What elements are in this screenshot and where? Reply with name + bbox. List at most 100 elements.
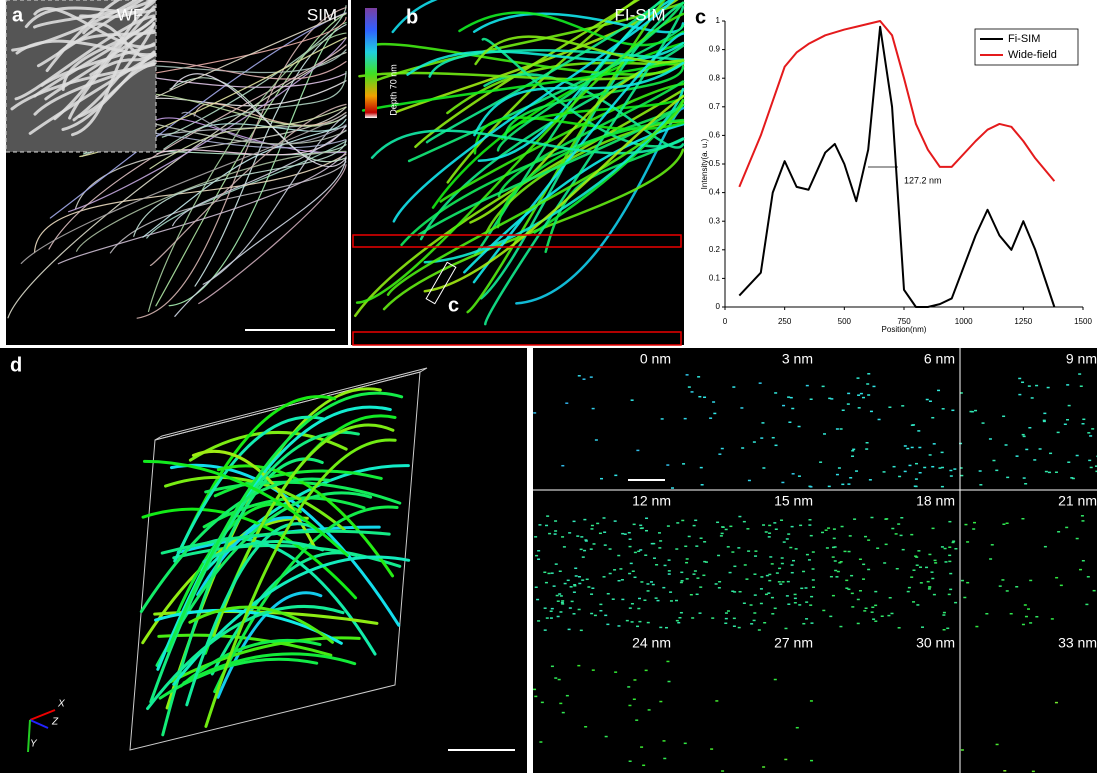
speckle [739,591,742,593]
speckle [729,572,732,574]
speckle [786,538,789,540]
speckle [1045,471,1048,473]
speckle [592,408,595,410]
speckle [733,618,736,620]
speckle [732,386,735,388]
speckle [845,580,848,582]
speckle [867,539,870,541]
speckle [653,557,656,559]
speckle [637,608,640,610]
speckle [964,524,967,526]
speckle [609,573,612,575]
speckle [533,412,536,414]
speckle [834,570,837,572]
panel-label: c [695,6,706,28]
speckle [867,569,870,571]
speckle [991,544,994,546]
speckle [961,580,964,582]
speckle [1085,604,1088,606]
speckle [668,573,671,575]
speckle [578,375,581,377]
speckle [573,591,576,593]
speckle [900,535,903,537]
speckle [948,546,951,548]
speckle [780,519,783,521]
panel-c: c 127.2 nm 00.10.20.30.40.50.60.70.80.91… [695,6,1092,334]
axis-label: Z [51,717,59,728]
speckle [1032,771,1035,773]
speckle [646,583,649,585]
speckle [650,581,653,583]
speckle [578,609,581,611]
speckle [885,544,888,546]
speckle [895,533,898,535]
speckle [590,528,593,530]
speckle [838,562,841,564]
speckle [668,570,671,572]
speckle [915,486,918,488]
speckle [1079,569,1082,571]
speckle [596,523,599,525]
speckle [808,559,811,561]
speckle [781,557,784,559]
speckle [558,593,561,595]
panel-label: d [10,354,22,376]
speckle [822,386,825,388]
speckle [938,467,941,469]
speckle [1055,702,1058,704]
speckle [630,563,633,565]
speckle [862,578,865,580]
y-tick-label: 0.3 [709,216,721,225]
speckle [626,620,629,622]
speckle [851,593,854,595]
speckle [1076,538,1079,540]
speckle [1048,472,1051,474]
speckle [859,558,862,560]
x-tick-label: 500 [838,317,852,326]
speckle [741,447,744,449]
speckle [762,524,765,526]
speckle [841,526,844,528]
speckle [1028,427,1031,429]
speckle [695,545,698,547]
speckle [717,555,720,557]
speckle [554,533,557,535]
x-axis-label: Position(nm) [882,325,927,334]
speckle [733,625,736,627]
speckle [587,586,590,588]
speckle [628,705,631,707]
speckle [802,571,805,573]
speckle [594,615,597,617]
speckle [810,535,813,537]
speckle [647,590,650,592]
speckle [779,583,782,585]
speckle [629,607,632,609]
speckle [911,424,914,426]
speckle [794,594,797,596]
speckle [960,475,963,477]
speckle [691,617,694,619]
speckle [563,546,566,548]
speckle [891,528,894,530]
speckle [661,418,664,420]
speckle [805,601,808,603]
speckle [537,558,540,560]
speckle [778,568,781,570]
speckle [740,407,743,409]
speckle [848,551,851,553]
speckle [787,581,790,583]
speckle [832,547,835,549]
speckle [838,467,841,469]
speckle [684,546,687,548]
speckle [733,566,736,568]
speckle [917,550,920,552]
speckle [590,613,593,615]
speckle [791,564,794,566]
speckle [1025,449,1028,451]
speckle [1005,444,1008,446]
speckle [810,399,813,401]
speckle [718,587,721,589]
speckle [926,399,929,401]
speckle [551,608,554,610]
speckle [792,560,795,562]
